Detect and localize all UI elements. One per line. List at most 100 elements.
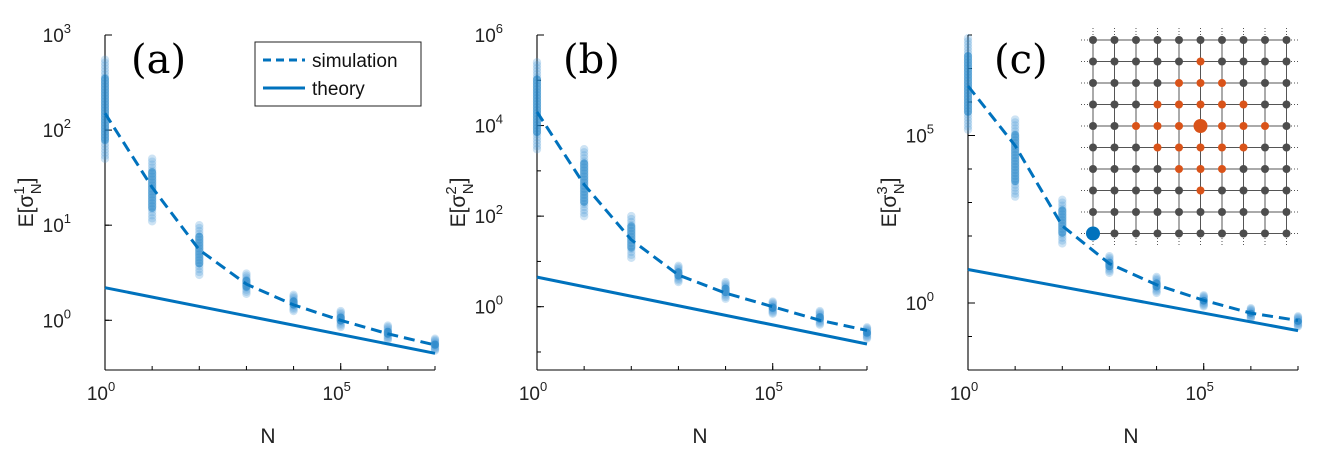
- scatter-point: [815, 309, 825, 319]
- scatter-point: [532, 121, 542, 130]
- lattice-highlight-node: [1218, 165, 1226, 173]
- scatter-point: [1010, 153, 1020, 163]
- scatter-point: [147, 172, 157, 181]
- scatter-point: [100, 91, 110, 100]
- scatter-point: [195, 229, 204, 239]
- scatter-point: [289, 295, 298, 304]
- x-tick-base: 10: [755, 384, 776, 405]
- scatter-point: [195, 220, 204, 230]
- y-label-sub: N: [460, 183, 477, 194]
- scatter-point: [532, 70, 542, 79]
- scatter-point: [815, 308, 825, 317]
- scatter-point: [1058, 227, 1067, 237]
- scatter-point: [768, 308, 777, 317]
- legend-simulation-label: simulation: [312, 51, 398, 72]
- scatter-point: [532, 124, 542, 133]
- lattice-node: [1153, 229, 1162, 238]
- scatter-point: [579, 196, 589, 206]
- y-label-base: E[σ: [447, 195, 470, 228]
- scatter-point: [1058, 233, 1067, 242]
- lattice-node: [1175, 229, 1183, 238]
- scatter-core: [1058, 206, 1067, 237]
- scatter-point: [674, 261, 683, 271]
- scatter-point: [1058, 210, 1067, 219]
- scatter-point: [336, 322, 345, 332]
- scatter-point: [147, 214, 157, 223]
- scatter-point: [627, 217, 636, 227]
- y-tick-base: 10: [43, 26, 64, 47]
- lattice-source-node: [1086, 226, 1100, 241]
- scatter-point: [532, 82, 542, 91]
- lattice-node: [1282, 229, 1291, 238]
- scatter-core: [533, 75, 541, 137]
- lattice-inset: [1081, 28, 1299, 246]
- scatter-point: [862, 329, 872, 339]
- scatter-point: [1199, 300, 1208, 310]
- scatter-point: [195, 270, 204, 280]
- scatter-point: [721, 294, 730, 303]
- legend-theory-label: theory: [312, 79, 365, 100]
- scatter-point: [147, 208, 157, 217]
- scatter-point: [147, 157, 157, 166]
- scatter-point: [1152, 288, 1161, 298]
- x-tick-exp: 5: [1207, 379, 1214, 394]
- x-tick-label: 100: [950, 379, 978, 405]
- lattice-highlight-node: [1153, 100, 1162, 109]
- x-tick-exp: 5: [776, 379, 783, 394]
- scatter-point: [1058, 215, 1067, 225]
- scatter-point: [1010, 165, 1020, 175]
- scatter-point: [532, 88, 542, 97]
- scatter-point: [721, 287, 730, 297]
- lattice-highlight-node: [1153, 122, 1162, 130]
- lattice-highlight-node: [1196, 79, 1205, 87]
- lattice-node: [1282, 165, 1291, 173]
- scatter-point: [674, 274, 683, 284]
- y-tick-base: 10: [475, 26, 496, 47]
- scatter-point: [100, 127, 110, 136]
- scatter-point: [862, 330, 872, 340]
- scatter-point: [195, 264, 204, 274]
- scatter-point: [1010, 130, 1020, 139]
- scatter-point: [963, 76, 973, 86]
- scatter-point: [963, 107, 973, 116]
- lattice-node: [1153, 165, 1162, 173]
- x-tick-exp: 5: [344, 379, 351, 394]
- scatter-point: [579, 151, 589, 160]
- scatter-point: [195, 250, 204, 259]
- scatter-point: [963, 110, 973, 119]
- scatter-point: [674, 271, 683, 280]
- scatter-point: [963, 91, 973, 101]
- lattice-node: [1175, 57, 1183, 66]
- scatter-point: [579, 166, 589, 175]
- y-tick-base: 10: [43, 311, 64, 332]
- lattice-node: [1282, 208, 1291, 216]
- scatter-point: [579, 199, 589, 209]
- scatter-point: [336, 321, 345, 330]
- lattice-target-node: [1193, 119, 1208, 133]
- scatter-core: [431, 340, 439, 349]
- scatter-point: [147, 178, 157, 187]
- scatter-point: [100, 67, 110, 76]
- lattice-node: [1239, 229, 1248, 238]
- lattice-highlight-node: [1261, 122, 1269, 130]
- scatter-point: [147, 175, 157, 184]
- scatter-point: [100, 103, 110, 112]
- scatter-point: [147, 196, 157, 205]
- scatter-point: [1105, 251, 1114, 261]
- scatter-point: [963, 46, 973, 55]
- lattice-node: [1089, 122, 1097, 130]
- scatter-point: [242, 289, 251, 298]
- lattice-highlight-node: [1153, 143, 1162, 152]
- scatter-point: [532, 118, 542, 127]
- scatter-point: [1293, 320, 1303, 329]
- scatter-point: [721, 279, 730, 288]
- scatter-core: [627, 222, 636, 252]
- lattice-node: [1218, 229, 1226, 238]
- scatter-point: [627, 226, 636, 236]
- scatter-point: [100, 133, 110, 142]
- lattice-node: [1282, 186, 1291, 195]
- lattice-highlight-node: [1218, 79, 1226, 87]
- y-axis-label: E[σ2N]: [443, 178, 477, 228]
